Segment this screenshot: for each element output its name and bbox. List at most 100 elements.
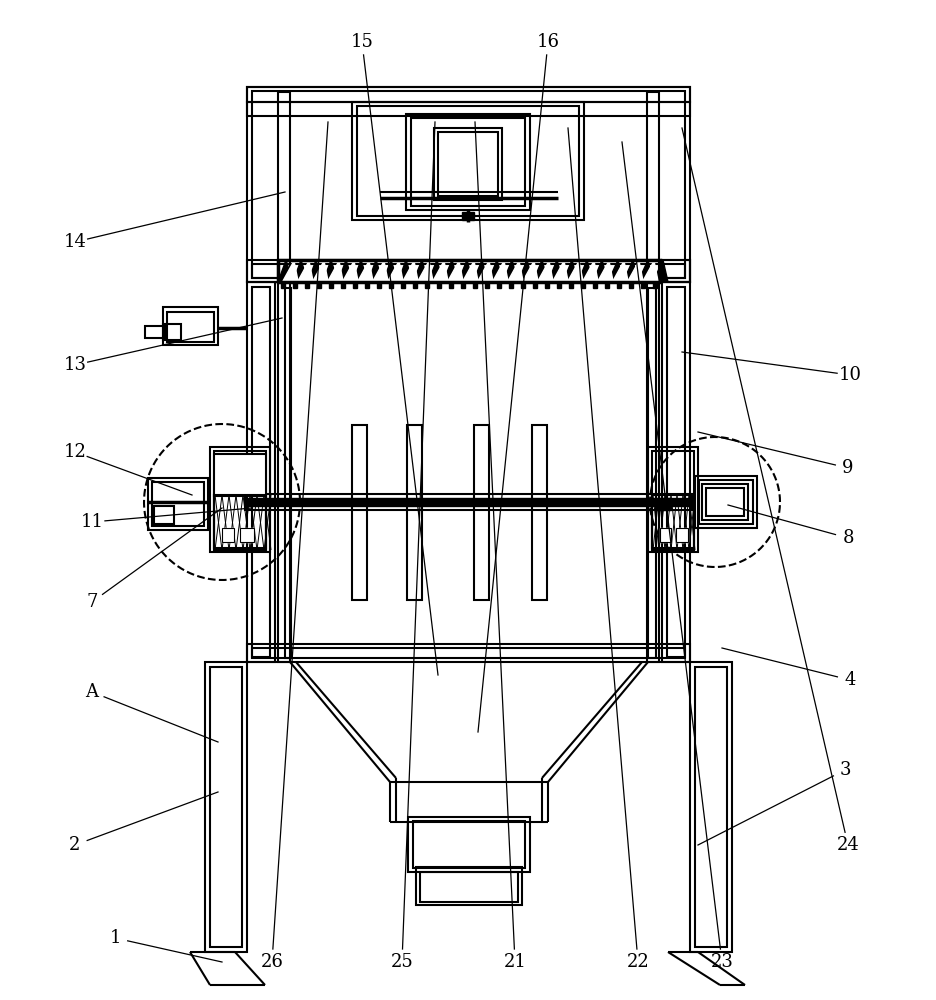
Bar	[329, 282, 333, 288]
Bar	[652, 495, 694, 550]
Bar	[581, 282, 585, 288]
Bar	[163, 307, 218, 345]
Bar	[240, 528, 254, 542]
Bar	[545, 282, 549, 288]
Polygon shape	[503, 260, 518, 282]
Bar	[485, 282, 489, 288]
Bar	[247, 102, 690, 116]
Bar	[676, 528, 688, 542]
Bar	[247, 282, 275, 662]
Bar	[355, 428, 364, 597]
Bar	[605, 282, 609, 288]
Text: 26: 26	[260, 953, 284, 971]
Bar	[416, 867, 522, 905]
Bar	[214, 495, 266, 550]
Bar	[706, 488, 744, 516]
Polygon shape	[353, 260, 368, 282]
Bar	[660, 528, 671, 542]
Polygon shape	[448, 261, 463, 281]
Polygon shape	[623, 260, 638, 282]
Text: 21: 21	[504, 953, 526, 971]
Bar	[648, 447, 698, 552]
Bar	[252, 91, 685, 278]
Polygon shape	[613, 261, 628, 281]
Polygon shape	[538, 261, 553, 281]
Bar	[437, 282, 441, 288]
Polygon shape	[568, 261, 583, 281]
Polygon shape	[403, 261, 418, 281]
Polygon shape	[548, 260, 563, 282]
Bar	[509, 282, 513, 288]
Polygon shape	[478, 261, 493, 281]
Bar	[377, 282, 381, 288]
Bar	[352, 102, 584, 220]
Polygon shape	[278, 260, 293, 282]
Bar	[317, 282, 321, 288]
Polygon shape	[643, 261, 658, 281]
Bar	[408, 817, 530, 872]
Polygon shape	[508, 261, 523, 281]
Polygon shape	[668, 952, 745, 985]
Polygon shape	[583, 261, 598, 281]
Text: 4: 4	[844, 671, 856, 689]
Polygon shape	[443, 260, 458, 282]
Polygon shape	[368, 260, 383, 282]
Text: 16: 16	[536, 33, 560, 51]
Polygon shape	[323, 260, 338, 282]
Polygon shape	[373, 261, 388, 281]
Bar	[647, 282, 659, 662]
Bar	[473, 282, 477, 288]
Bar	[222, 528, 234, 542]
Polygon shape	[598, 261, 613, 281]
Bar	[413, 821, 525, 868]
Polygon shape	[608, 260, 623, 282]
Bar	[353, 282, 357, 288]
Bar	[662, 260, 690, 282]
Text: 10: 10	[839, 366, 861, 384]
Bar	[461, 282, 465, 288]
Text: 13: 13	[64, 356, 86, 374]
Bar	[652, 451, 694, 548]
Polygon shape	[298, 261, 313, 281]
Bar	[245, 494, 692, 510]
Bar	[305, 282, 309, 288]
Text: 25: 25	[390, 953, 414, 971]
Bar	[569, 282, 573, 288]
Bar	[214, 451, 266, 548]
Bar	[278, 282, 290, 662]
Bar	[449, 282, 453, 288]
Polygon shape	[473, 260, 488, 282]
Bar	[247, 260, 690, 282]
Bar	[154, 506, 174, 524]
Bar	[699, 480, 753, 524]
Bar	[662, 282, 690, 662]
Bar	[438, 132, 498, 196]
Bar	[247, 644, 690, 662]
Bar	[252, 648, 685, 658]
Bar	[352, 425, 367, 600]
Bar	[293, 282, 297, 288]
Bar	[641, 282, 645, 288]
Bar	[648, 288, 656, 658]
Polygon shape	[313, 261, 328, 281]
Bar	[434, 128, 502, 200]
Bar	[695, 476, 757, 528]
Bar	[240, 528, 254, 542]
Polygon shape	[308, 260, 323, 282]
Bar	[252, 287, 270, 657]
Bar	[660, 528, 671, 542]
Polygon shape	[383, 260, 398, 282]
Text: 1: 1	[110, 929, 121, 947]
Polygon shape	[358, 261, 373, 281]
Bar	[667, 287, 685, 657]
Polygon shape	[533, 260, 548, 282]
Bar	[629, 282, 633, 288]
Bar	[357, 106, 579, 216]
Bar	[401, 282, 405, 288]
Bar	[652, 495, 694, 550]
Polygon shape	[343, 261, 358, 281]
Text: 2: 2	[69, 836, 80, 854]
Bar	[281, 282, 285, 288]
Bar	[252, 264, 685, 278]
Polygon shape	[283, 261, 298, 281]
